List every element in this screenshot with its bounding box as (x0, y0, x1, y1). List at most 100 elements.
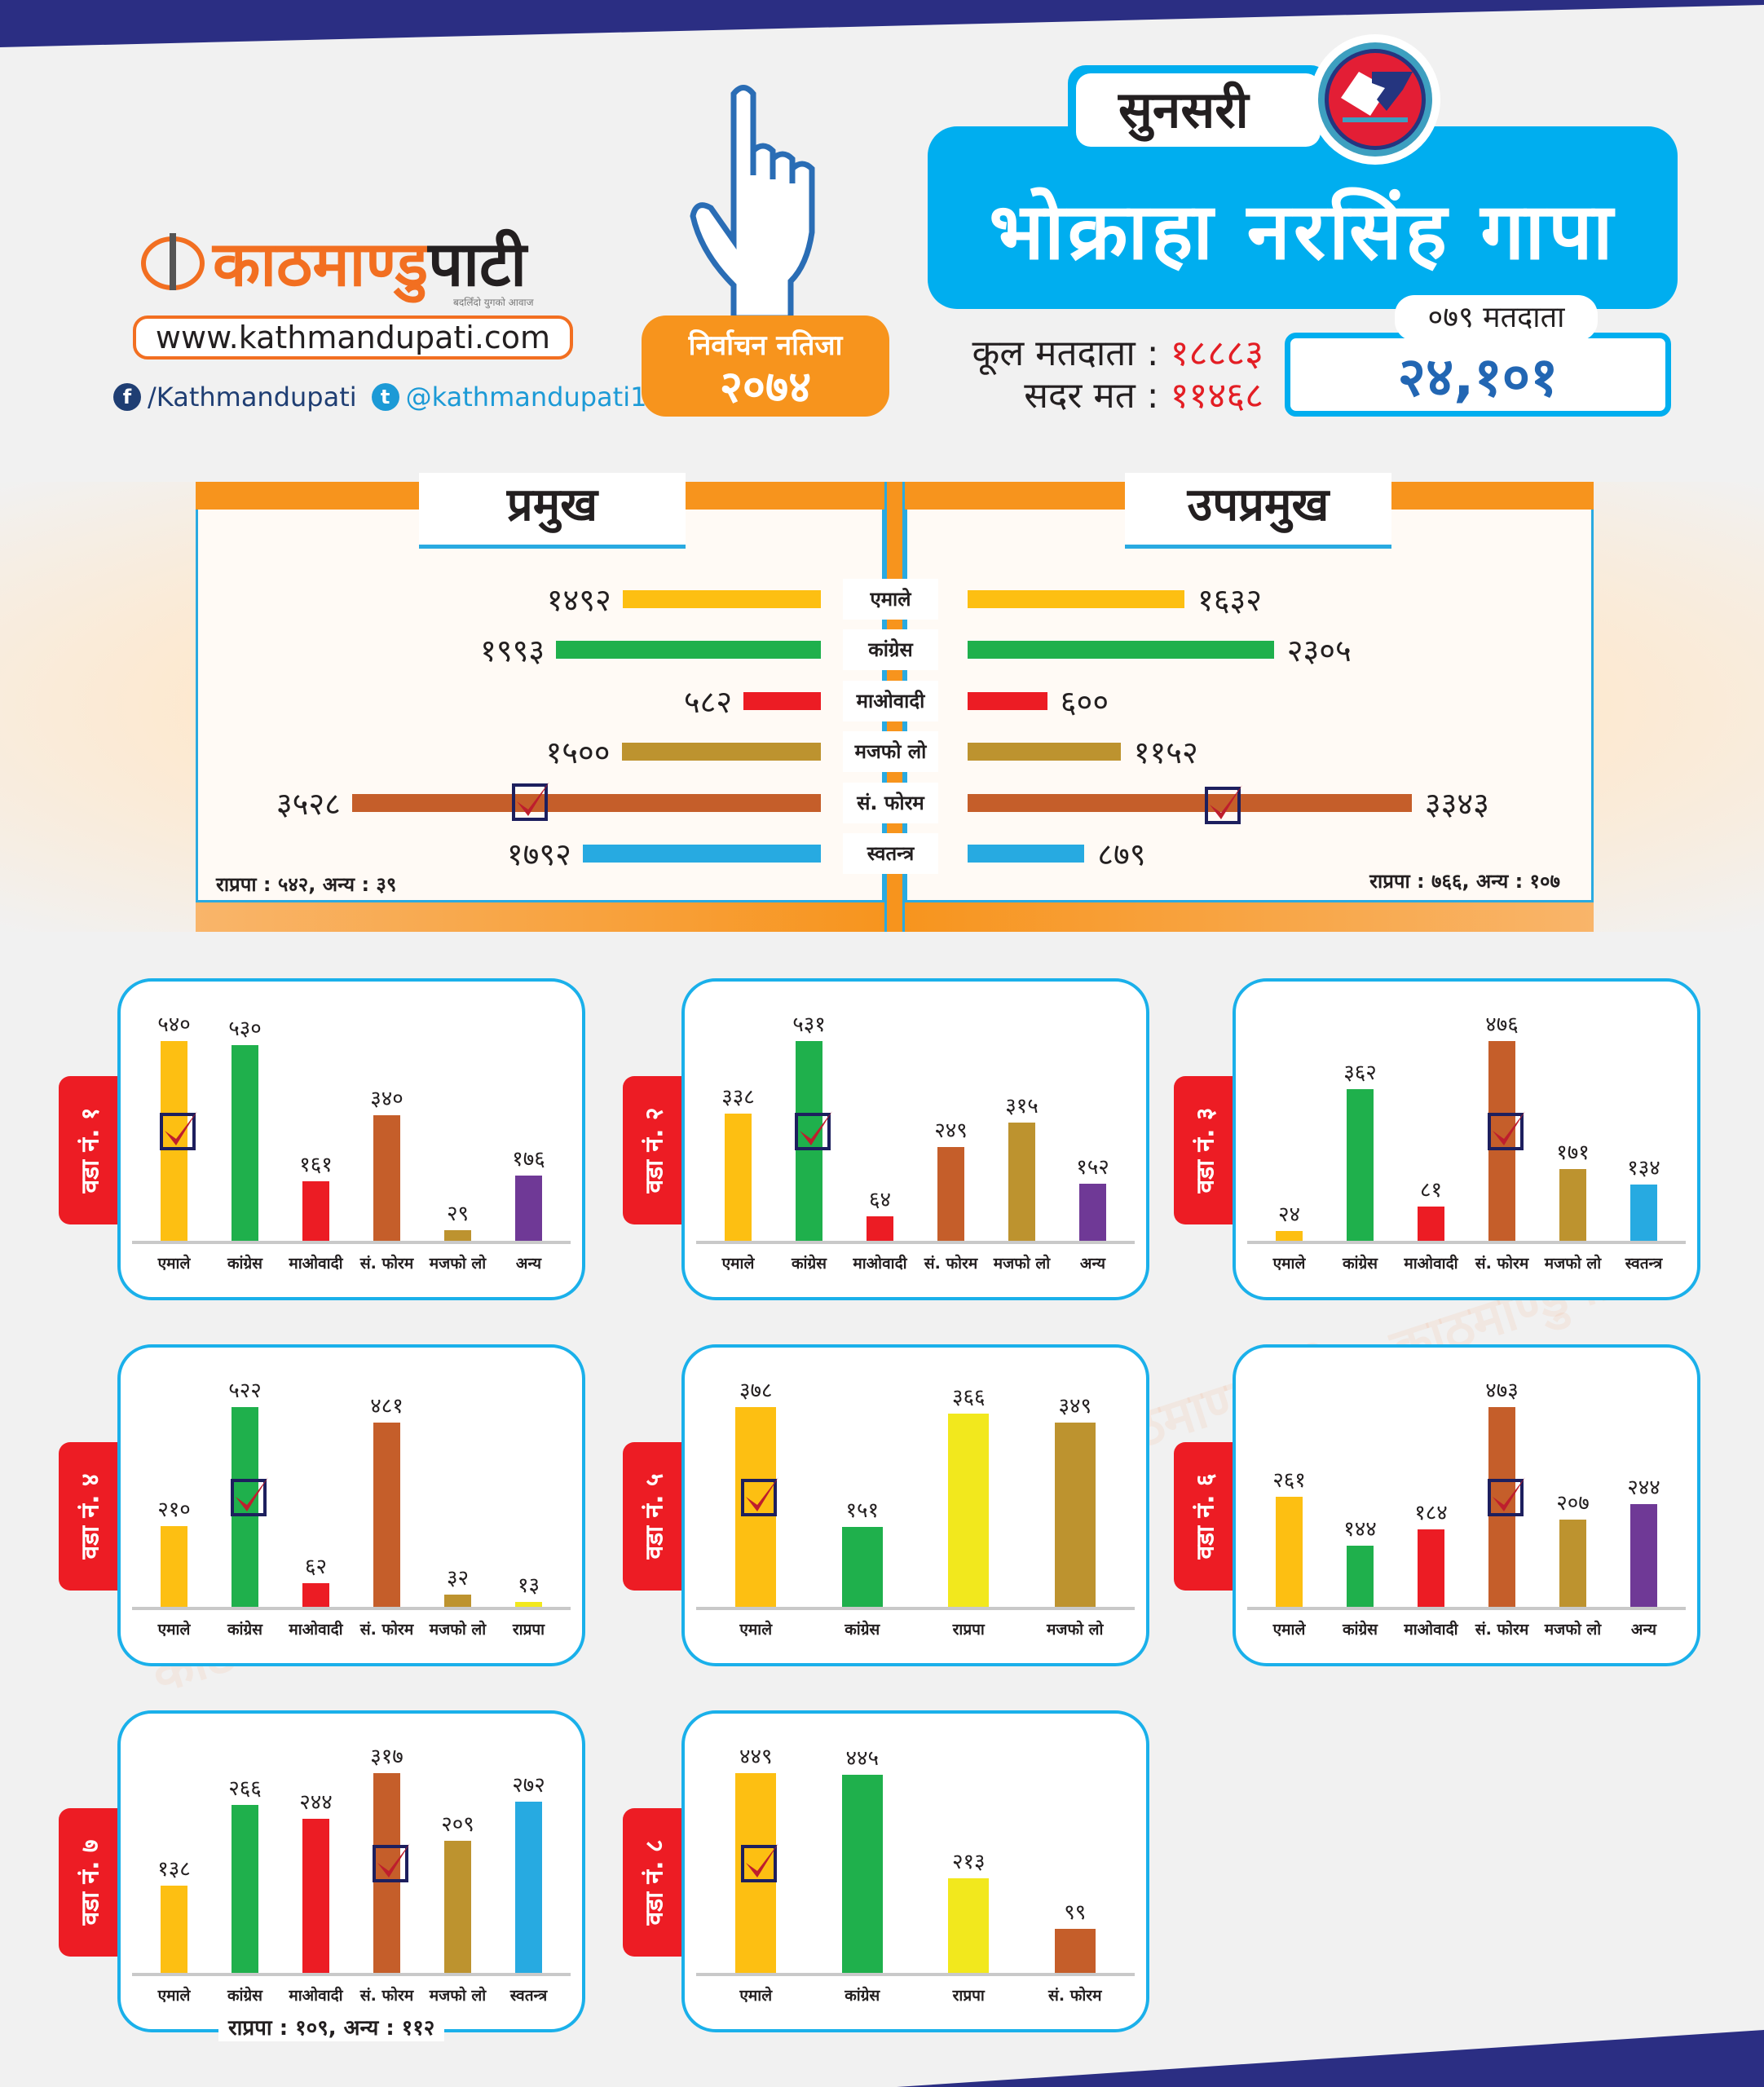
facebook-link[interactable]: /Kathmandupati (148, 382, 357, 413)
ward-card: ३७८ एमाले १५१ कांग्रेस ३६६ राप्रपा ३४९ मजफो लो (681, 1344, 1149, 1666)
axis-line (696, 1973, 1135, 1976)
ward-tab: वडा नं. १ (59, 1076, 119, 1224)
bar (302, 1819, 329, 1973)
bar (725, 1114, 752, 1241)
bar-value-label: ३४० (370, 1086, 404, 1111)
bar-value-label: ३६२ (1343, 1060, 1377, 1085)
bar (948, 1413, 990, 1607)
bar (1008, 1122, 1035, 1241)
mayor-value-label: १४९२ (546, 582, 611, 618)
axis-line (132, 1607, 571, 1610)
category-label: सं. फोरम (843, 782, 938, 823)
bar (867, 1216, 893, 1241)
total-voters-value: १८८८३ (1170, 333, 1263, 374)
category-label: मजफो लो (429, 1621, 487, 1639)
category-label: कांग्रेस (791, 1255, 827, 1273)
badge-year: २०७४ (719, 361, 812, 413)
bar-value-label: २६१ (1272, 1467, 1306, 1493)
deputy-bar (968, 691, 1047, 710)
bar-value-label: २९ (446, 1201, 470, 1226)
bar (1347, 1546, 1374, 1607)
bar-value-label: ३२ (446, 1565, 470, 1591)
bar-value-label: ३१७ (370, 1745, 404, 1769)
bar-value-label: १६१ (299, 1152, 333, 1177)
bar (1276, 1496, 1303, 1607)
category-label: सं. फोरम (1048, 1987, 1102, 2005)
bar-value-label: १७१ (1556, 1140, 1590, 1165)
category-label: स्वतन्त्र (843, 833, 938, 874)
website-link[interactable]: www.kathmandupati.com (133, 315, 573, 360)
winner-check-icon (1487, 1477, 1525, 1517)
axis-line (696, 1607, 1135, 1610)
bar (515, 1801, 542, 1973)
ward-tab: वडा नं. ६ (1174, 1442, 1234, 1591)
twitter-icon: t (371, 383, 399, 411)
category-label: सं. फोरम (924, 1255, 978, 1273)
category-label: एमाले (721, 1255, 755, 1273)
ward-title: वडा नं. ५ (640, 1473, 669, 1560)
ward-tab: वडा नं. ४ (59, 1442, 119, 1591)
category-label: कांग्रेस (227, 1987, 263, 2005)
bottom-band (897, 2030, 1764, 2087)
globe-tower-icon (141, 233, 205, 290)
category-label: एमाले (739, 1987, 773, 2005)
ward-note: राप्रपा : १०९, अन्य : ११२ (218, 2012, 445, 2041)
deputy-value-label: १६३२ (1197, 582, 1263, 618)
bar-value-label: २४९ (934, 1119, 968, 1144)
vote-stats: कूल मतदाता : १८८८३ सदर मत : ११४६८ (913, 333, 1263, 417)
category-label: माओवादी (843, 680, 938, 721)
bar (444, 1841, 471, 1973)
bar (515, 1176, 542, 1241)
bar (1418, 1529, 1444, 1607)
category-label: मजफो लो (429, 1987, 487, 2005)
bar-value-label: ८१ (1419, 1178, 1443, 1203)
bar-value-label: ३३८ (721, 1085, 755, 1110)
bar (1347, 1088, 1374, 1241)
winner-check-icon (1205, 784, 1242, 824)
bar-value-label: १३ (517, 1573, 540, 1598)
bar (841, 1775, 883, 1973)
bar (444, 1229, 471, 1241)
bar-value-label: ६२ (304, 1554, 328, 1579)
ballot-box-icon (1310, 34, 1440, 165)
bar (515, 1601, 542, 1607)
mayor-value-label: ३५२८ (276, 785, 341, 822)
bar (937, 1147, 964, 1241)
winner-check-icon (512, 781, 549, 821)
deputy-value-label: ८७९ (1097, 836, 1146, 872)
district-name: सुनसरी (1076, 73, 1321, 147)
bar-value-label: २१० (157, 1498, 191, 1523)
bar-value-label: २६६ (228, 1776, 262, 1802)
top-band (0, 0, 1764, 47)
category-label: मजफो लो (843, 731, 938, 773)
twitter-link[interactable]: @kathmandupati1 (405, 382, 647, 413)
category-label: कांग्रेस (843, 629, 938, 671)
mayor-bar (743, 691, 821, 710)
bar (373, 1114, 400, 1241)
ward-card: ५४० एमाले ५३० कांग्रेस १६१ माओवादी ३४० सं. फोरम… (117, 978, 585, 1300)
bar (302, 1180, 329, 1241)
mayor-bar (621, 743, 821, 761)
logo-text: काठमाण्डुपाटी (213, 227, 527, 300)
category-label: अन्य (1079, 1255, 1106, 1273)
deputy-note: राप्रपा : ७६६, अन्य : १०७ (1369, 870, 1560, 893)
mayor-value-label: १७९२ (506, 836, 571, 872)
axis-line (132, 1973, 571, 1976)
bar (841, 1527, 883, 1607)
municipality-box (928, 126, 1678, 309)
bar (232, 1044, 258, 1241)
deputy-value-label: ११५२ (1133, 735, 1198, 771)
category-label: स्वतन्त्र (509, 1987, 548, 2005)
deputy-title: उपप्रमुख (1125, 473, 1391, 549)
category-label: माओवादी (289, 1621, 343, 1639)
bar (161, 1886, 187, 1973)
category-label: कांग्रेस (845, 1987, 880, 2005)
deputy-value-label: ६०० (1060, 683, 1109, 720)
bar (1559, 1168, 1586, 1241)
badge-title: निर्वाचन नतिजा (688, 329, 843, 362)
category-label: सं. फोरम (359, 1621, 414, 1639)
brand-logo: काठमाण्डुपाटी बदलिँदो युगको आवाज (139, 220, 563, 310)
bar-value-label: २१३ (951, 1849, 986, 1874)
axis-line (1247, 1607, 1686, 1610)
category-label: एमाले (843, 579, 938, 620)
